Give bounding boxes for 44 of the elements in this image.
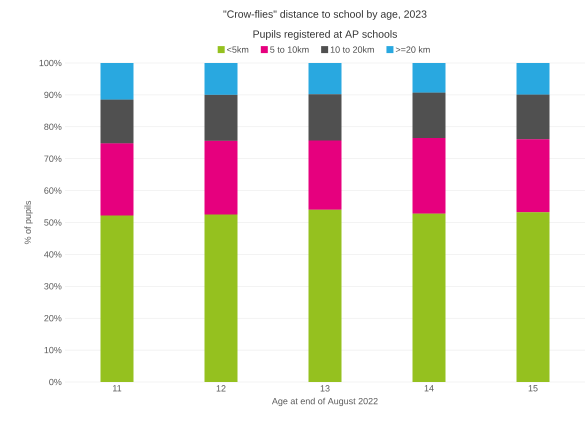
bar bbox=[204, 62, 238, 95]
bar bbox=[516, 94, 550, 140]
x-tick-label: 11 bbox=[113, 385, 122, 392]
bar bbox=[100, 62, 134, 100]
bar bbox=[308, 140, 342, 210]
bar bbox=[516, 139, 550, 212]
y-axis-title: % of pupils bbox=[24, 200, 33, 244]
bar bbox=[412, 214, 446, 382]
bar bbox=[308, 62, 342, 94]
bar bbox=[412, 92, 446, 138]
bar bbox=[516, 212, 550, 382]
x-tick-label: 14 bbox=[424, 385, 434, 392]
bar bbox=[100, 100, 134, 144]
chart-title: "Crow-flies" distance to school by age, 2023 bbox=[223, 10, 426, 20]
x-tick-label: 12 bbox=[216, 385, 226, 392]
bar bbox=[204, 140, 238, 215]
bar bbox=[204, 214, 238, 382]
y-tick-label: 100% bbox=[40, 60, 62, 66]
y-tick-label: 40% bbox=[44, 251, 62, 258]
y-tick-label: 30% bbox=[44, 283, 62, 290]
legend-label: >=20 km bbox=[396, 46, 430, 53]
x-tick-label: 13 bbox=[320, 385, 330, 392]
bar bbox=[412, 138, 446, 214]
legend-label: <5km bbox=[227, 46, 248, 53]
legend-label: 10 to 20km bbox=[330, 46, 374, 53]
x-tick-label: 15 bbox=[528, 385, 538, 392]
y-tick-label: 90% bbox=[44, 92, 62, 98]
x-axis-title: Age at end of August 2022 bbox=[272, 398, 378, 406]
y-tick-label: 50% bbox=[44, 219, 62, 226]
y-tick-label: 10% bbox=[44, 346, 62, 354]
bar bbox=[308, 94, 342, 141]
bar bbox=[100, 215, 134, 382]
bar bbox=[100, 143, 134, 216]
bar bbox=[516, 62, 550, 95]
chart-subtitle: Pupils registered at AP schools bbox=[253, 30, 397, 40]
legend-label: 5 to 10km bbox=[270, 46, 309, 53]
bar bbox=[412, 62, 446, 93]
y-tick-label: 0% bbox=[49, 378, 62, 386]
bar bbox=[308, 210, 342, 382]
y-tick-label: 70% bbox=[44, 156, 62, 162]
y-tick-label: 20% bbox=[44, 315, 62, 322]
y-tick-label: 60% bbox=[44, 187, 62, 194]
y-tick-label: 80% bbox=[44, 124, 62, 130]
bar bbox=[204, 94, 238, 141]
